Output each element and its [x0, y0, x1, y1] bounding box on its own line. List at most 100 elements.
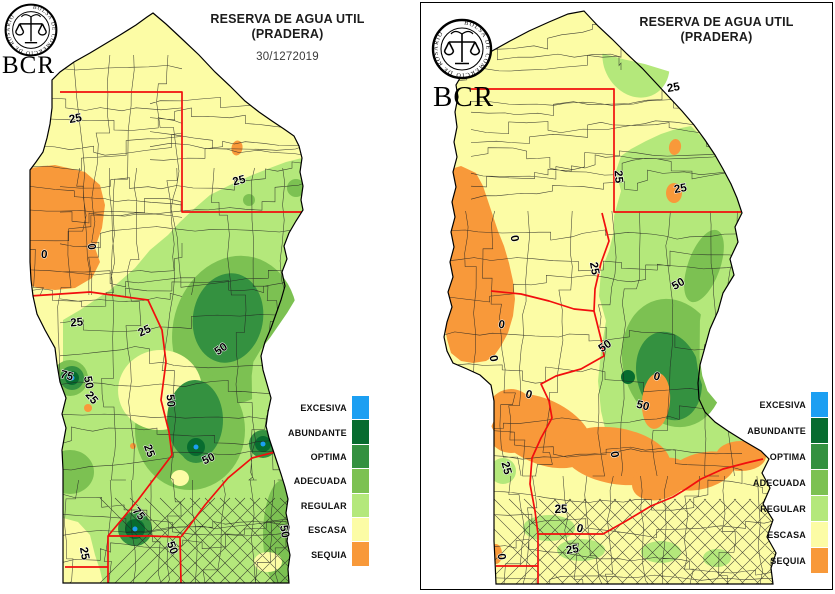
region-escasa-pocket [171, 470, 189, 486]
contour-label: 50 [81, 375, 95, 390]
legend-swatch-optima [811, 444, 828, 470]
map-date: 30/1272019 [256, 51, 319, 63]
scales-icon [15, 14, 47, 44]
region-sequia-dot [84, 404, 92, 412]
right-map-title: RESERVA DE AGUA UTIL (PRADERA) [604, 15, 829, 45]
contour-label: 50 [163, 394, 176, 408]
province-border [538, 458, 764, 535]
legend-label: REGULAR [760, 504, 806, 514]
region-sequia-dot [130, 443, 136, 449]
region-adecuada [46, 450, 94, 494]
legend-label: ADECUADA [752, 478, 806, 488]
contour-label: 0 [495, 553, 508, 560]
region-regular-blob [557, 539, 605, 561]
contour-label: 75 [59, 369, 75, 384]
legend-row: ABUNDANTE [747, 418, 828, 444]
map-outline [29, 12, 304, 584]
contour-label: 25 [141, 443, 157, 460]
contour-label: 25 [587, 261, 601, 276]
contour-label: 50 [277, 524, 291, 539]
left-map-title: RESERVA DE AGUA UTIL (PRADERA) 30/127201… [170, 12, 405, 65]
region-regular-blob [641, 541, 681, 563]
bcr-logo-text: BCR [2, 52, 56, 79]
region-regular-blob [703, 549, 731, 567]
region-abundante [621, 370, 635, 384]
legend-row: ABUNDANTE [288, 420, 369, 445]
legend-swatch-escasa [351, 517, 369, 543]
province-border [529, 212, 610, 535]
legend-label: EXCESIVA [759, 400, 806, 410]
legend-label: ADECUADA [293, 476, 347, 487]
legend-row: ADECUADA [747, 470, 828, 496]
legend-row: OPTIMA [288, 444, 369, 470]
legend-label: OPTIMA [310, 451, 347, 462]
legend-label: EXCESIVA [300, 403, 347, 414]
legend-label: SEQUIA [311, 549, 347, 560]
legend-swatch-adecuada [351, 469, 369, 494]
county-boundaries [30, 54, 303, 583]
contour-label: 0 [507, 234, 520, 242]
bcr-seal-logo-icon: BOLSA DE COMERCIO DE ROSARIO [4, 3, 58, 57]
legend-row: SEQUIA [747, 548, 828, 574]
contour-label: 50 [164, 540, 180, 556]
province-border [60, 91, 303, 213]
legend-swatch-abundante [351, 420, 369, 445]
contour-label: 0 [607, 450, 620, 458]
contour-label: 0 [652, 370, 661, 383]
legend-swatch-excesiva [351, 396, 369, 421]
legend-swatch-regular [351, 493, 369, 518]
legend-row: EXCESIVA [747, 392, 828, 418]
province-border [30, 291, 173, 583]
contour-label: 0 [41, 249, 48, 262]
legend-row: ESCASA [288, 517, 369, 543]
legend-label: ABUNDANTE [747, 426, 806, 436]
legend-label: ESCASA [767, 530, 806, 540]
left-legend: EXCESIVA ABUNDANTE OPTIMA ADECUADA REGULAR ES… [288, 396, 369, 567]
region-excesiva-dot [132, 526, 138, 532]
legend-row: ADECUADA [288, 469, 369, 494]
left-map-panel: 25 25 0 0 25 25 50 75 50 25 50 25 50 75 50 25 50 BOLSA D… [0, 0, 410, 594]
title-line-1: RESERVA DE AGUA UTIL [210, 12, 365, 26]
legend-row: ESCASA [747, 522, 828, 548]
region-sequia-band [641, 373, 671, 429]
contour-label: 25 [565, 543, 580, 557]
legend-swatch-escasa [811, 522, 828, 548]
bcr-seal-logo-icon: BOLSA DE COMERCIO DE ROSARIO [431, 18, 493, 80]
seal-inner-ring [440, 27, 484, 71]
legend-swatch-excesiva [811, 392, 828, 418]
legend-row: OPTIMA [747, 444, 828, 470]
bcr-logo-text: BCR [433, 81, 495, 113]
region-sequia-county [666, 183, 682, 203]
region-excesiva-dot [193, 444, 199, 450]
region-regular-blob [490, 458, 516, 484]
legend-swatch-abundante [811, 418, 828, 444]
contour-label: 0 [486, 354, 499, 362]
legend-swatch-regular [811, 496, 828, 522]
title-line-2: (PRADERA) [680, 30, 753, 44]
contour-label: 0 [497, 319, 505, 332]
contour-label: 25 [136, 323, 153, 340]
contour-label: 25 [70, 316, 84, 329]
contour-label: 0 [575, 522, 584, 535]
contour-label: 25 [498, 460, 513, 476]
region-regular-blob [523, 515, 575, 541]
contour-label: 25 [77, 546, 91, 561]
region-sequia-county [668, 139, 682, 155]
region-sequia-west [444, 166, 515, 363]
region-adecuada [287, 179, 303, 197]
province-border [471, 88, 741, 213]
legend-row: REGULAR [288, 493, 369, 518]
region-excesiva-dot [260, 441, 266, 447]
legend-label: ABUNDANTE [288, 427, 347, 438]
contour-label: 0 [85, 243, 98, 250]
contour-label: 25 [666, 81, 681, 95]
contour-label: 50 [635, 399, 650, 414]
right-map-panel: 25 25 25 0 25 50 0 0 50 0 0 50 0 25 25 0 25 0 BOLSA DE CO… [420, 2, 833, 590]
province-border [490, 290, 595, 312]
legend-row: REGULAR [747, 496, 828, 522]
legend-label: ESCASA [308, 525, 347, 536]
region-excesiva-dot [69, 375, 75, 381]
